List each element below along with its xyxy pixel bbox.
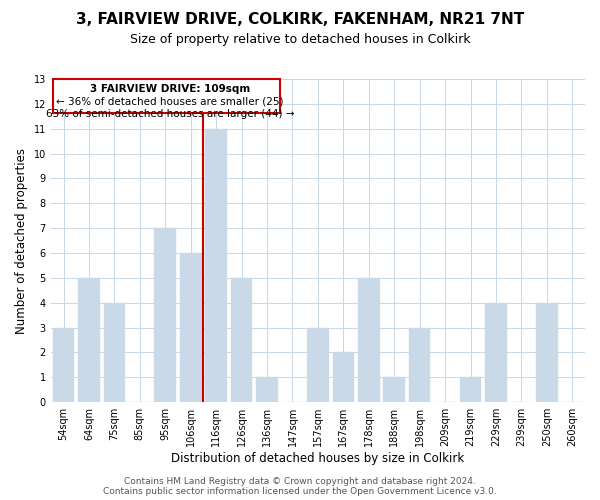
Text: Contains HM Land Registry data © Crown copyright and database right 2024.: Contains HM Land Registry data © Crown c… <box>124 477 476 486</box>
Bar <box>536 303 557 402</box>
Bar <box>409 328 430 402</box>
Text: ← 36% of detached houses are smaller (25): ← 36% of detached houses are smaller (25… <box>56 96 284 106</box>
Bar <box>104 303 125 402</box>
Bar <box>485 303 507 402</box>
Text: Contains public sector information licensed under the Open Government Licence v3: Contains public sector information licen… <box>103 487 497 496</box>
Bar <box>332 352 354 402</box>
Bar <box>383 378 405 402</box>
Bar <box>307 328 329 402</box>
Text: Size of property relative to detached houses in Colkirk: Size of property relative to detached ho… <box>130 32 470 46</box>
Bar <box>231 278 253 402</box>
Text: 63% of semi-detached houses are larger (44) →: 63% of semi-detached houses are larger (… <box>46 109 295 119</box>
Bar <box>78 278 100 402</box>
Bar <box>256 378 278 402</box>
Bar <box>205 128 227 402</box>
Bar <box>460 378 481 402</box>
FancyBboxPatch shape <box>53 78 280 114</box>
Y-axis label: Number of detached properties: Number of detached properties <box>15 148 28 334</box>
Bar <box>358 278 380 402</box>
Text: 3, FAIRVIEW DRIVE, COLKIRK, FAKENHAM, NR21 7NT: 3, FAIRVIEW DRIVE, COLKIRK, FAKENHAM, NR… <box>76 12 524 28</box>
Bar <box>180 253 202 402</box>
Bar <box>53 328 74 402</box>
X-axis label: Distribution of detached houses by size in Colkirk: Distribution of detached houses by size … <box>171 452 464 465</box>
Bar <box>154 228 176 402</box>
Text: 3 FAIRVIEW DRIVE: 109sqm: 3 FAIRVIEW DRIVE: 109sqm <box>90 84 250 94</box>
